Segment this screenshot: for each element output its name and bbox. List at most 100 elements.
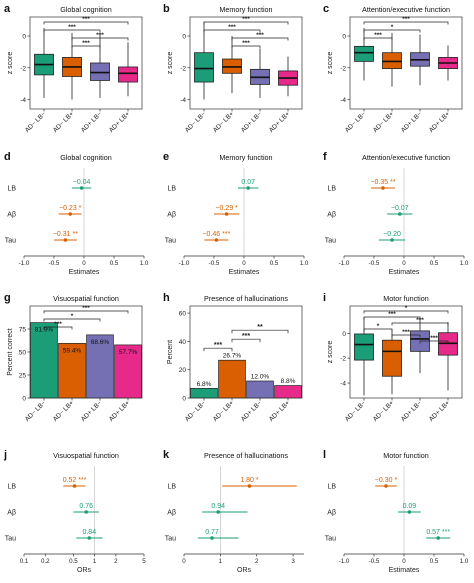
y-tick-label-h: 60 <box>179 311 187 318</box>
bar-g-0 <box>30 322 58 399</box>
y-tick-label-c: -4 <box>340 97 346 104</box>
y-tick-label-h: 0 <box>182 396 186 403</box>
box-body <box>354 333 374 361</box>
x-axis-label-l: Estimates <box>389 567 420 574</box>
significance-label-h: *** <box>214 342 222 349</box>
y-tick-label-b: -2 <box>180 65 186 72</box>
estimate-label-k: 1.80 * <box>240 477 259 484</box>
row-label-d: Aβ <box>7 212 16 219</box>
category-label-h: AD+ LB− <box>240 399 264 423</box>
y-tick-label-h: 20 <box>179 367 187 374</box>
y-tick-label-h: 40 <box>179 339 187 346</box>
estimate-label-k: 0.77 <box>205 529 219 536</box>
box-i-3 <box>438 322 458 391</box>
y-tick-label-i: 0 <box>342 331 346 338</box>
y-tick-label-c: 0 <box>342 34 346 41</box>
panel-letter-h: h <box>163 292 170 304</box>
x-tick-label-l: 1.0 <box>460 558 469 565</box>
significance-label-g: *** <box>82 305 90 312</box>
row-label-e: Tau <box>165 238 176 245</box>
category-label-b: AD− LB+ <box>212 110 236 134</box>
category-label-c: AD− LB− <box>344 110 368 134</box>
estimate-point-e-0 <box>246 186 250 190</box>
bar-g-3 <box>114 344 142 399</box>
estimate-point-f-2 <box>390 238 394 242</box>
panel-e: e Memory function -1.0 -0.5 0 0.5 1.0 Estimates… <box>163 151 309 276</box>
bar-h-1 <box>218 359 246 399</box>
x-tick-label-l: -0.5 <box>369 558 380 565</box>
estimate-label-e: 0.07 <box>241 179 255 186</box>
y-tick-label-i: -4 <box>340 381 346 388</box>
category-label-i: AD− LB− <box>344 399 368 423</box>
row-label-d: Tau <box>5 238 16 245</box>
y-axis-label-a: z score <box>7 52 14 75</box>
panel-title-j: Visuospatial function <box>53 451 119 460</box>
panel-title-e: Memory function <box>219 153 272 162</box>
panel-g: g Visuospatial function 0 25 50 75 Percent cor… <box>4 292 143 423</box>
significance-label-i: * <box>405 305 408 312</box>
box-c-3 <box>438 45 458 81</box>
panel-title-a: Global cognition <box>60 5 112 14</box>
panel-letter-d: d <box>4 151 11 163</box>
y-tick-label-g: 50 <box>19 350 27 357</box>
estimate-label-e: −0.29 * <box>215 205 238 212</box>
panel-letter-e: e <box>163 151 169 163</box>
y-tick-label-c: -2 <box>340 65 346 72</box>
significance-bracket-i <box>363 328 393 332</box>
x-tick-label-l: 0.5 <box>430 558 439 565</box>
x-tick-label-f: 0.5 <box>430 260 439 267</box>
box-a-2 <box>90 34 110 98</box>
x-tick-label-l: -1.0 <box>339 558 350 565</box>
significance-label-g: *** <box>54 321 62 328</box>
box-body <box>118 66 138 83</box>
estimate-label-l: −0.30 * <box>375 477 398 484</box>
y-tick-label-a: 0 <box>22 34 26 41</box>
significance-label-b: *** <box>242 40 250 47</box>
x-tick-label-d: 1.0 <box>140 260 149 267</box>
y-axis-label-b: z score <box>167 52 174 75</box>
y-tick-label-a: -2 <box>20 65 26 72</box>
panel-a: a Global cognition 0 -2 -4 z score AD− LB− AD− … <box>4 3 143 134</box>
significance-bracket-g <box>43 326 73 330</box>
x-axis-label-d: Estimates <box>69 269 100 276</box>
estimate-label-d: −0.31 ** <box>53 231 78 238</box>
x-tick-label-d: 0.5 <box>110 260 119 267</box>
estimate-label-f: −0.07 <box>391 205 409 212</box>
estimate-label-e: −0.46 *** <box>202 231 230 238</box>
panel-letter-l: l <box>323 449 326 461</box>
panel-letter-a: a <box>4 3 11 15</box>
panel-letter-i: i <box>323 292 326 304</box>
plot-frame-h <box>189 305 303 399</box>
panel-letter-k: k <box>163 449 170 461</box>
estimate-label-l: 0.09 <box>403 503 417 510</box>
significance-label-b: *** <box>242 16 250 23</box>
row-label-e: Aβ <box>167 212 176 219</box>
estimate-label-j: 0.76 <box>79 503 93 510</box>
estimate-label-l: 0.57 *** <box>426 529 450 536</box>
significance-bracket-i <box>391 334 421 338</box>
category-label-c: AD+ LB+ <box>428 110 452 134</box>
panel-letter-b: b <box>163 3 170 15</box>
x-tick-label-e: -1.0 <box>179 260 190 267</box>
row-label-k: LB <box>167 484 176 491</box>
estimate-point-l-0 <box>384 484 388 488</box>
panel-title-b: Memory function <box>219 5 272 14</box>
category-label-h: AD+ LB+ <box>268 399 292 423</box>
estimate-point-j-2 <box>87 536 92 540</box>
panel-title-k: Presence of hallucinations <box>204 451 288 460</box>
bar-value-label-g: 68.6% <box>91 339 110 346</box>
box-c-1 <box>382 32 402 87</box>
x-tick-label-k: 0 <box>182 558 186 565</box>
estimate-point-k-1 <box>216 510 220 514</box>
significance-label-h: ** <box>257 324 263 331</box>
y-tick-label-b: 0 <box>182 34 186 41</box>
estimate-point-k-2 <box>210 536 214 540</box>
box-a-3 <box>118 42 138 97</box>
estimate-label-f: −0.20 <box>383 231 401 238</box>
x-tick-label-j: 2 <box>114 558 118 565</box>
panel-title-g: Visuospatial function <box>53 294 119 303</box>
estimate-label-d: −0.04 <box>73 179 91 186</box>
plot-frame-c <box>349 16 463 110</box>
box-body <box>194 52 214 83</box>
significance-bracket-g <box>43 310 129 314</box>
